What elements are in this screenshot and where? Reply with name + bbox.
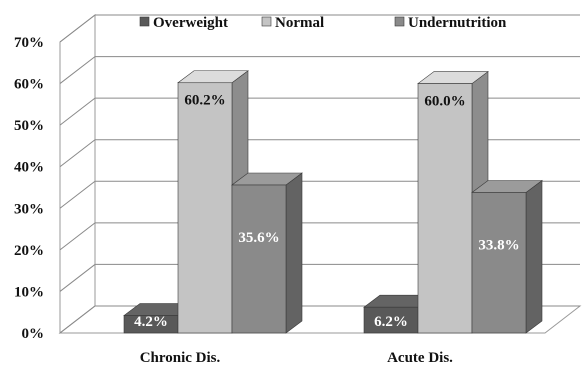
- legend-item-undernutrition: Undernutrition: [395, 15, 507, 31]
- y-axis-ticks: 0% 10% 20% 30% 40% 50% 60% 70%: [14, 35, 44, 342]
- bar-front: [178, 83, 232, 333]
- data-label: 33.8%: [478, 237, 519, 253]
- bars: 4.2% 60.2% 35.6% 6.2% 60.0% 33.8%: [124, 71, 542, 333]
- data-label: 60.2%: [184, 93, 225, 109]
- y-tick-label: 70%: [14, 35, 44, 51]
- y-tick-label: 20%: [14, 243, 44, 259]
- data-label: 4.2%: [134, 314, 168, 330]
- bar-side: [286, 173, 302, 333]
- bar-side: [526, 180, 542, 333]
- data-label: 6.2%: [374, 314, 408, 330]
- side-wall: [60, 15, 95, 333]
- legend-label: Undernutrition: [408, 15, 507, 31]
- bar-front: [418, 84, 472, 333]
- x-category-label: Chronic Dis.: [140, 350, 221, 366]
- legend-item-overweight: Overweight: [140, 15, 228, 31]
- legend-swatch: [140, 17, 149, 26]
- gridline: [60, 98, 580, 125]
- legend-swatch: [395, 17, 404, 26]
- legend: Overweight Normal Undernutrition: [140, 15, 507, 31]
- y-tick-label: 50%: [14, 118, 44, 134]
- y-tick-label: 40%: [14, 160, 44, 176]
- legend-swatch: [262, 17, 271, 26]
- gridline: [60, 57, 580, 84]
- data-label: 35.6%: [238, 230, 279, 246]
- legend-label: Normal: [275, 15, 324, 31]
- x-category-label: Acute Dis.: [387, 350, 453, 366]
- y-tick-label: 0%: [22, 326, 45, 342]
- x-axis-categories: Chronic Dis. Acute Dis.: [140, 350, 453, 366]
- bar-undernutrition-chronic: 35.6%: [232, 173, 302, 333]
- legend-item-normal: Normal: [262, 15, 324, 31]
- legend-label: Overweight: [153, 15, 228, 31]
- y-tick-label: 30%: [14, 201, 44, 217]
- y-tick-label: 60%: [14, 77, 44, 93]
- bar-front: [472, 192, 526, 333]
- bar-front: [232, 185, 286, 333]
- data-label: 60.0%: [424, 94, 465, 110]
- bar-undernutrition-acute: 33.8%: [472, 180, 542, 333]
- y-tick-label: 10%: [14, 284, 44, 300]
- gridline: [60, 140, 580, 167]
